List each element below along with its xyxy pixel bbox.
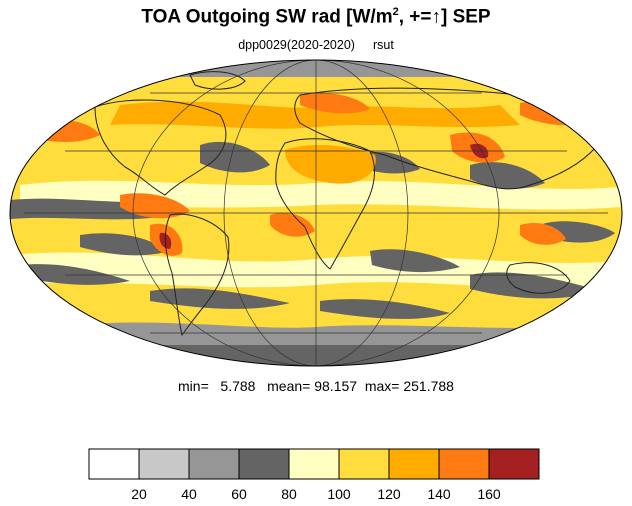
colorbar — [88, 448, 540, 480]
max-value: 251.788 — [403, 378, 454, 394]
colorbar-swatch — [438, 448, 490, 480]
colorbar-tick-label: 20 — [131, 486, 147, 502]
colorbar-tick-labels: 20 40 60 80 100 120 140 160 — [0, 486, 632, 506]
colorbar-swatch — [238, 448, 290, 480]
colorbar-tick-label: 40 — [181, 486, 197, 502]
subtitle-run: dpp0029(2020-2020) — [238, 38, 355, 52]
title-superscript: 2 — [392, 6, 399, 18]
world-map — [9, 59, 623, 367]
colorbar-swatch — [388, 448, 440, 480]
sahara-bright — [285, 144, 376, 184]
colorbar-swatch — [188, 448, 240, 480]
map-title: TOA Outgoing SW rad [W/m2, +=↑] SEP — [0, 6, 632, 28]
colorbar-tick-label: 140 — [427, 486, 451, 502]
min-value: 5.788 — [220, 378, 256, 394]
subtitle-variable: rsut — [372, 38, 394, 52]
max-label: max= — [364, 378, 400, 394]
continent-outlines — [94, 71, 597, 337]
min-label: min= — [178, 378, 209, 394]
title-main: TOA Outgoing SW rad [W/m — [141, 6, 393, 28]
graticule — [24, 59, 608, 367]
mean-value: 98.157 — [314, 378, 358, 394]
colorbar-swatch — [138, 448, 190, 480]
colorbar-tick-label: 160 — [477, 486, 501, 502]
colorbar-tick-label: 120 — [377, 486, 401, 502]
colorbar-swatch — [488, 448, 540, 480]
colorbar-swatch — [88, 448, 140, 480]
colorbar-tick-label: 100 — [327, 486, 351, 502]
colorbar-swatch — [338, 448, 390, 480]
colorbar-tick-label: 80 — [281, 486, 297, 502]
colorbar-swatch — [288, 448, 340, 480]
title-suffix: , +=↑] SEP — [398, 6, 491, 28]
stats-line: min= 5.788 mean= 98.157 max= 251.788 — [0, 378, 632, 394]
map-subtitle: dpp0029(2020-2020) rsut — [0, 38, 632, 52]
globe-outline — [9, 59, 623, 367]
mean-label: mean= — [267, 378, 311, 394]
colorbar-tick-label: 60 — [231, 486, 247, 502]
